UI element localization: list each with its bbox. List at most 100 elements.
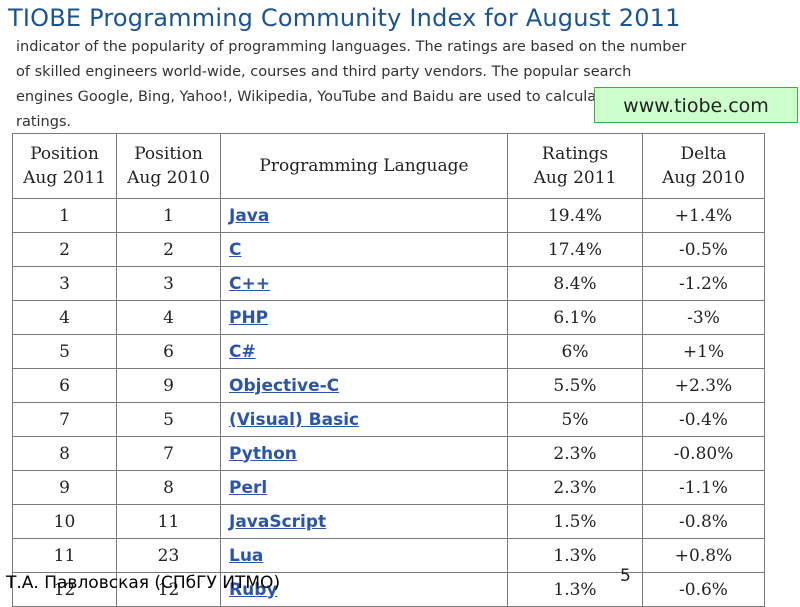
cell-rating: 5% — [507, 402, 643, 437]
cell-position-2011: 9 — [12, 470, 117, 505]
table-row: 3 3 C++ 8.4% -1.2% — [12, 266, 765, 301]
header-ratings-line2: Aug 2011 — [533, 168, 617, 188]
cell-rating: 2.3% — [507, 470, 643, 505]
header-delta-line2: Aug 2010 — [662, 168, 745, 188]
cell-delta: -0.8% — [642, 504, 765, 539]
cell-rating: 17.4% — [507, 232, 643, 267]
language-link[interactable]: Python — [229, 443, 297, 464]
header-position-2010: Position Aug 2010 — [116, 133, 221, 199]
cell-rating: 6.1% — [507, 300, 643, 335]
header-delta-line1: Delta — [680, 144, 727, 164]
header-position-2010-line2: Aug 2010 — [127, 168, 210, 188]
cell-position-2010: 23 — [116, 538, 221, 573]
language-link[interactable]: C++ — [229, 273, 270, 294]
header-ratings-line1: Ratings — [541, 144, 609, 164]
cell-position-2010: 11 — [116, 504, 221, 539]
cell-position-2011: 7 — [12, 402, 117, 437]
cell-language: Python — [220, 436, 508, 471]
cell-delta: -1.2% — [642, 266, 765, 301]
cell-position-2011: 3 — [12, 266, 117, 301]
cell-delta: +2.3% — [642, 368, 765, 403]
cell-position-2010: 2 — [116, 232, 221, 267]
cell-rating: 6% — [507, 334, 643, 369]
ranking-table: Position Aug 2011 Position Aug 2010 Progra… — [12, 133, 765, 607]
header-language: Programming Language — [220, 133, 508, 199]
header-position-2011-line2: Aug 2011 — [23, 168, 106, 188]
header-position-2011: Position Aug 2011 — [12, 133, 117, 199]
table-row: 8 7 Python 2.3% -0.80% — [12, 436, 765, 471]
header-language-line1: Programming Language — [259, 156, 469, 176]
language-link[interactable]: (Visual) Basic — [229, 409, 360, 430]
language-link[interactable]: Objective-C — [229, 375, 340, 396]
cell-language: Lua — [220, 538, 508, 573]
cell-position-2011: 5 — [12, 334, 117, 369]
header-delta: Delta Aug 2010 — [642, 133, 765, 199]
cell-position-2011: 4 — [12, 300, 117, 335]
language-link[interactable]: JavaScript — [229, 511, 327, 532]
cell-position-2010: 4 — [116, 300, 221, 335]
table-row: 9 8 Perl 2.3% -1.1% — [12, 470, 765, 505]
cell-position-2011: 6 — [12, 368, 117, 403]
cell-position-2010: 1 — [116, 198, 221, 233]
cell-position-2010: 9 — [116, 368, 221, 403]
language-link[interactable]: Perl — [229, 477, 268, 498]
cell-rating: 1.3% — [507, 538, 643, 573]
cell-delta: -3% — [642, 300, 765, 335]
cell-position-2010: 3 — [116, 266, 221, 301]
cell-position-2011: 11 — [12, 538, 117, 573]
cell-language: Objective-C — [220, 368, 508, 403]
language-link[interactable]: C — [229, 239, 242, 260]
table-row: 2 2 C 17.4% -0.5% — [12, 232, 765, 267]
language-link[interactable]: PHP — [229, 307, 269, 328]
table-row: 10 11 JavaScript 1.5% -0.8% — [12, 504, 765, 539]
cell-rating: 2.3% — [507, 436, 643, 471]
description: indicator of the popularity of programmi… — [16, 35, 791, 135]
page-number: 5 — [620, 566, 631, 586]
cell-position-2010: 6 — [116, 334, 221, 369]
cell-position-2011: 8 — [12, 436, 117, 471]
cell-position-2010: 7 — [116, 436, 221, 471]
cell-delta: +0.8% — [642, 538, 765, 573]
cell-position-2010: 8 — [116, 470, 221, 505]
cell-position-2010: 5 — [116, 402, 221, 437]
cell-delta: -0.80% — [642, 436, 765, 471]
cell-position-2011: 2 — [12, 232, 117, 267]
cell-delta: -0.6% — [642, 572, 765, 607]
language-link[interactable]: Java — [229, 205, 270, 226]
cell-delta: +1% — [642, 334, 765, 369]
table-header-row: Position Aug 2011 Position Aug 2010 Progra… — [12, 133, 765, 199]
cell-language: (Visual) Basic — [220, 402, 508, 437]
cell-rating: 1.5% — [507, 504, 643, 539]
table-row: 11 23 Lua 1.3% +0.8% — [12, 538, 765, 573]
header-position-2010-line1: Position — [134, 144, 203, 164]
cell-position-2011: 10 — [12, 504, 117, 539]
cell-language: Java — [220, 198, 508, 233]
cell-language: Perl — [220, 470, 508, 505]
table-row: 4 4 PHP 6.1% -3% — [12, 300, 765, 335]
language-link[interactable]: C# — [229, 341, 256, 362]
language-link[interactable]: Lua — [229, 545, 264, 566]
description-line: ratings. — [16, 114, 72, 130]
cell-delta: -0.4% — [642, 402, 765, 437]
table-row: 1 1 Java 19.4% +1.4% — [12, 198, 765, 233]
slide-title: TIOBE Programming Community Index for Au… — [8, 4, 681, 32]
tiobe-url-box: www.tiobe.com — [594, 87, 798, 123]
cell-rating: 5.5% — [507, 368, 643, 403]
cell-language: C# — [220, 334, 508, 369]
description-line: indicator of the popularity of programmi… — [16, 39, 687, 55]
table-row: 5 6 C# 6% +1% — [12, 334, 765, 369]
cell-language: C — [220, 232, 508, 267]
language-link[interactable]: Ruby — [229, 579, 278, 600]
cell-delta: -0.5% — [642, 232, 765, 267]
description-line: of skilled engineers world-wide, courses… — [16, 64, 632, 80]
cell-rating: 19.4% — [507, 198, 643, 233]
header-position-2011-line1: Position — [30, 144, 99, 164]
cell-rating: 8.4% — [507, 266, 643, 301]
description-line: engines Google, Bing, Yahoo!, Wikipedia,… — [16, 89, 640, 105]
cell-language: JavaScript — [220, 504, 508, 539]
footer-author: Т.А. Павловская (СПбГУ ИТМО) — [6, 573, 281, 593]
cell-delta: +1.4% — [642, 198, 765, 233]
table-row: 7 5 (Visual) Basic 5% -0.4% — [12, 402, 765, 437]
cell-language: PHP — [220, 300, 508, 335]
table-row: 6 9 Objective-C 5.5% +2.3% — [12, 368, 765, 403]
